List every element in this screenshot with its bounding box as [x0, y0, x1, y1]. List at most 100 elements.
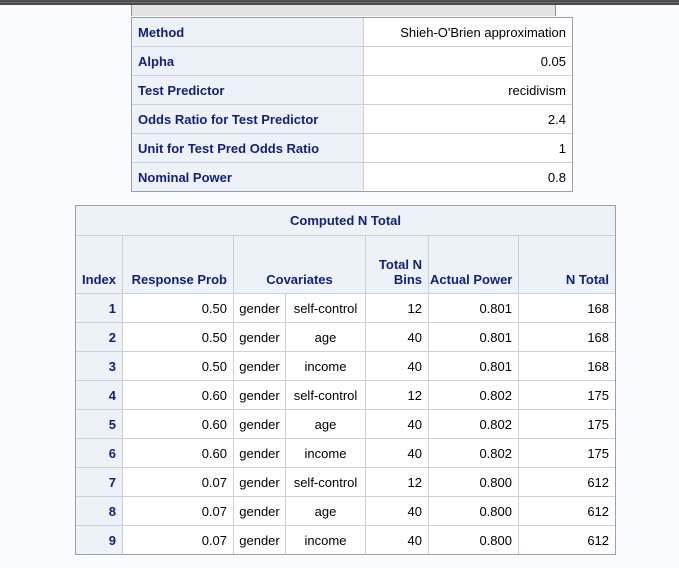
cell-response-prob: 0.07 — [122, 467, 234, 497]
cell-actual-power: 0.800 — [428, 467, 519, 497]
cell-actual-power: 0.801 — [428, 293, 519, 323]
table-title-row: Computed N Total — [74, 205, 617, 236]
cell-covariate2: age — [285, 322, 366, 352]
cell-total-n-bins: 12 — [365, 467, 429, 497]
table-row: Method Shieh-O'Brien approximation — [131, 17, 573, 47]
cell-n-total: 612 — [517, 496, 617, 526]
cell-covariate1: gender — [233, 525, 286, 555]
cell-response-prob: 0.07 — [122, 525, 234, 555]
cell-response-prob: 0.50 — [122, 351, 234, 381]
fixed-scenario-table: Method Shieh-O'Brien approximation Alpha… — [131, 17, 573, 192]
column-header-index: Index — [75, 235, 123, 294]
cell-response-prob: 0.60 — [122, 438, 234, 468]
row-value: recidivism — [363, 75, 573, 105]
cell-covariate1: gender — [233, 438, 286, 468]
row-label: Method — [131, 17, 364, 47]
cell-actual-power: 0.800 — [428, 525, 519, 555]
table-row: 6 0.60 gender income 40 0.802 175 — [75, 438, 617, 468]
cell-total-n-bins: 12 — [365, 293, 429, 323]
cell-covariate2: age — [285, 409, 366, 439]
column-header-actual-power: Actual Power — [428, 235, 519, 294]
clipped-table-header — [131, 5, 556, 16]
table-row: 7 0.07 gender self-control 12 0.800 612 — [75, 467, 617, 497]
cell-n-total: 175 — [517, 380, 617, 410]
cell-covariate2: income — [285, 525, 366, 555]
cell-total-n-bins: 40 — [365, 496, 429, 526]
cell-response-prob: 0.50 — [122, 293, 234, 323]
table-title: Computed N Total — [74, 205, 617, 236]
cell-n-total: 175 — [517, 409, 617, 439]
cell-index: 3 — [75, 351, 123, 381]
column-header-covariates: Covariates — [233, 235, 366, 294]
table-row: 9 0.07 gender income 40 0.800 612 — [75, 525, 617, 555]
cell-index: 5 — [75, 409, 123, 439]
column-header-row: Index Response Prob Covariates Total N Bi… — [75, 235, 617, 294]
cell-covariate1: gender — [233, 351, 286, 381]
table-row: 2 0.50 gender age 40 0.801 168 — [75, 322, 617, 352]
cell-covariate2: self-control — [285, 380, 366, 410]
column-header-total-n-bins: Total N Bins — [365, 235, 429, 294]
cell-response-prob: 0.50 — [122, 322, 234, 352]
cell-covariate2: income — [285, 351, 366, 381]
window-divider-bar — [0, 0, 679, 5]
cell-covariate2: income — [285, 438, 366, 468]
row-value: 2.4 — [363, 104, 573, 134]
cell-total-n-bins: 40 — [365, 438, 429, 468]
row-label: Unit for Test Pred Odds Ratio — [131, 133, 364, 163]
column-header-n-total: N Total — [517, 235, 617, 294]
cell-total-n-bins: 40 — [365, 525, 429, 555]
table-row: Unit for Test Pred Odds Ratio 1 — [131, 133, 573, 163]
header-line: Bins — [393, 272, 422, 287]
row-value: 0.05 — [363, 46, 573, 76]
row-label: Odds Ratio for Test Predictor — [131, 104, 364, 134]
table-row: Odds Ratio for Test Predictor 2.4 — [131, 104, 573, 134]
cell-n-total: 168 — [517, 293, 617, 323]
cell-n-total: 612 — [517, 467, 617, 497]
cell-total-n-bins: 12 — [365, 380, 429, 410]
cell-index: 9 — [75, 525, 123, 555]
row-value: 1 — [363, 133, 573, 163]
cell-response-prob: 0.60 — [122, 409, 234, 439]
cell-covariate1: gender — [233, 380, 286, 410]
cell-covariate1: gender — [233, 293, 286, 323]
table-row: Test Predictor recidivism — [131, 75, 573, 105]
row-value: 0.8 — [363, 162, 573, 192]
cell-response-prob: 0.60 — [122, 380, 234, 410]
table-row: Nominal Power 0.8 — [131, 162, 573, 192]
row-value: Shieh-O'Brien approximation — [363, 17, 573, 47]
cell-covariate2: self-control — [285, 467, 366, 497]
cell-n-total: 175 — [517, 438, 617, 468]
cell-covariate1: gender — [233, 467, 286, 497]
row-label: Nominal Power — [131, 162, 364, 192]
column-header-response-prob: Response Prob — [122, 235, 234, 294]
header-line: Total N — [378, 257, 422, 272]
cell-response-prob: 0.07 — [122, 496, 234, 526]
cell-n-total: 168 — [517, 322, 617, 352]
cell-total-n-bins: 40 — [365, 409, 429, 439]
cell-index: 1 — [75, 293, 123, 323]
cell-actual-power: 0.802 — [428, 380, 519, 410]
table-row: 1 0.50 gender self-control 12 0.801 168 — [75, 293, 617, 323]
row-label: Alpha — [131, 46, 364, 76]
cell-index: 7 — [75, 467, 123, 497]
table-row: 3 0.50 gender income 40 0.801 168 — [75, 351, 617, 381]
cell-actual-power: 0.802 — [428, 438, 519, 468]
cell-actual-power: 0.800 — [428, 496, 519, 526]
table-row: 8 0.07 gender age 40 0.800 612 — [75, 496, 617, 526]
cell-n-total: 168 — [517, 351, 617, 381]
cell-index: 8 — [75, 496, 123, 526]
cell-n-total: 612 — [517, 525, 617, 555]
cell-covariate2: age — [285, 496, 366, 526]
table-row: 4 0.60 gender self-control 12 0.802 175 — [75, 380, 617, 410]
cell-covariate1: gender — [233, 322, 286, 352]
computed-n-total-table: Computed N Total Index Response Prob Cov… — [74, 205, 617, 555]
cell-actual-power: 0.801 — [428, 322, 519, 352]
cell-index: 6 — [75, 438, 123, 468]
cell-total-n-bins: 40 — [365, 351, 429, 381]
cell-actual-power: 0.801 — [428, 351, 519, 381]
table-row: Alpha 0.05 — [131, 46, 573, 76]
cell-covariate1: gender — [233, 409, 286, 439]
table-row: 5 0.60 gender age 40 0.802 175 — [75, 409, 617, 439]
cell-actual-power: 0.802 — [428, 409, 519, 439]
